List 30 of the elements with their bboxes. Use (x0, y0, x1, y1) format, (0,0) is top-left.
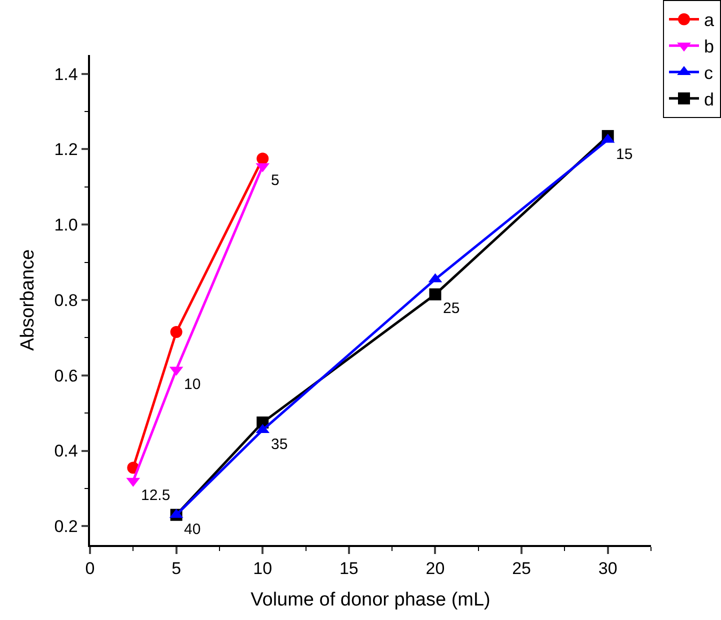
x-tick-label: 10 (253, 559, 272, 578)
annotation: 40 (184, 521, 201, 538)
annotation: 15 (616, 146, 633, 163)
y-axis-title: Absorbance (18, 249, 39, 351)
x-tick-label: 25 (512, 559, 531, 578)
y-tick-label: 1.4 (54, 64, 78, 84)
point (170, 326, 182, 338)
annotation: 10 (184, 376, 201, 393)
legend-label: b (704, 36, 714, 57)
annotation: 5 (271, 172, 280, 189)
point (256, 152, 269, 165)
y-tick-label: 0.2 (54, 517, 78, 536)
y-tick-label: 1.2 (54, 140, 78, 160)
x-tick-label: 15 (339, 559, 358, 578)
x-tick-label: 20 (426, 559, 445, 578)
legend-label: a (704, 10, 715, 30)
y-tick-label: 1.0 (54, 216, 78, 235)
x-tick-label: 30 (598, 559, 618, 578)
annotation: 25 (443, 300, 460, 317)
y-tick-label: 0.4 (54, 442, 78, 461)
x-axis-title: Volume of donor phase (mL) (250, 589, 490, 610)
annotation: 35 (271, 436, 288, 453)
legend-label: c (704, 63, 713, 84)
legend-label: d (704, 89, 714, 110)
annotation: 12.5 (141, 487, 170, 504)
y-tick-label: 0.8 (54, 290, 78, 310)
x-tick-label: 5 (172, 559, 182, 578)
y-tick-label: 0.6 (54, 366, 78, 386)
x-tick-label: 0 (85, 559, 95, 578)
point (429, 288, 442, 300)
